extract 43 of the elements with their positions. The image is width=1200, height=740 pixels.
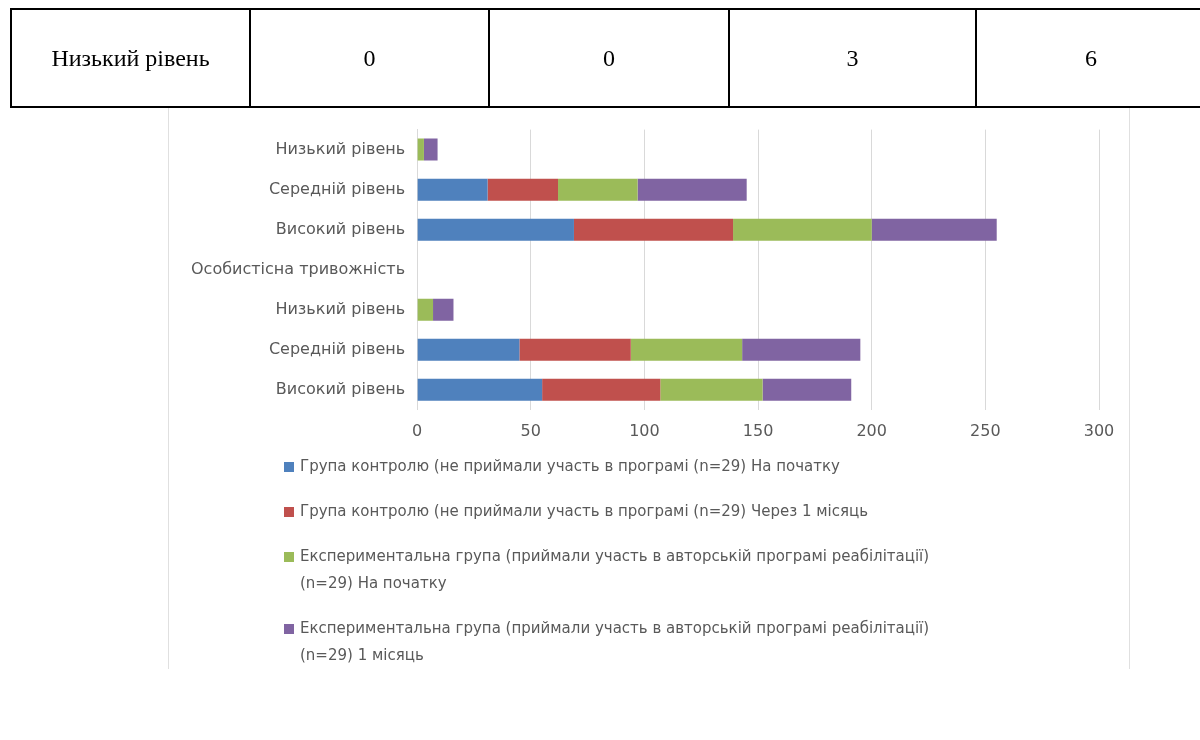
- bar: [417, 218, 574, 241]
- x-tick-label: 200: [856, 420, 887, 440]
- y-tick-label: Середній рівень: [268, 338, 406, 358]
- y-tick-label: Високий рівень: [275, 378, 406, 398]
- x-tick-label: 50: [520, 420, 541, 440]
- bar: [637, 178, 747, 201]
- text: 0: [250, 9, 489, 107]
- bar: [871, 218, 997, 241]
- bar: [742, 338, 861, 361]
- x-tick-label: 0: [412, 420, 423, 440]
- legend-label: Група контролю (не приймали участь в програмі (n=29) Через 1 місяць: [300, 501, 870, 522]
- y-tick-label: Низький рівень: [275, 298, 406, 318]
- bar: [417, 138, 424, 161]
- text: 3: [729, 9, 976, 107]
- bar: [417, 338, 520, 361]
- bar: [417, 378, 543, 401]
- y-tick-label: Особистісна тривожність: [190, 258, 406, 278]
- bar: [660, 378, 763, 401]
- bar: [542, 378, 661, 401]
- text: Низький рівень: [11, 9, 250, 107]
- text: 6: [976, 9, 1200, 107]
- y-tick-label: Низький рівень: [275, 138, 406, 158]
- bar: [519, 338, 631, 361]
- bar: [423, 138, 438, 161]
- legend-label: Експериментальна група (приймали участь в авторській програмі реабілітації) (n=29) 1 місяць: [300, 618, 931, 666]
- bar: [417, 298, 434, 321]
- legend-label: Експериментальна група (приймали участь в авторській програмі реабілітації) (n=29) На початку: [300, 546, 931, 594]
- x-tick-label: 250: [970, 420, 1001, 440]
- bar: [417, 178, 488, 201]
- bar: [762, 378, 852, 401]
- bar: [558, 178, 638, 201]
- bar: [630, 338, 743, 361]
- bar: [487, 178, 559, 201]
- bar: [573, 218, 734, 241]
- y-tick-label: Високий рівень: [275, 218, 406, 238]
- bar: [733, 218, 872, 241]
- y-tick-label: Середній рівень: [268, 178, 406, 198]
- legend-label: Група контролю (не приймали участь в програмі (n=29) На початку: [300, 456, 841, 477]
- text: 0: [489, 9, 729, 107]
- x-tick-label: 150: [742, 420, 774, 440]
- x-tick-label: 300: [1083, 420, 1115, 440]
- bar: [433, 298, 454, 321]
- x-tick-label: 100: [629, 420, 660, 440]
